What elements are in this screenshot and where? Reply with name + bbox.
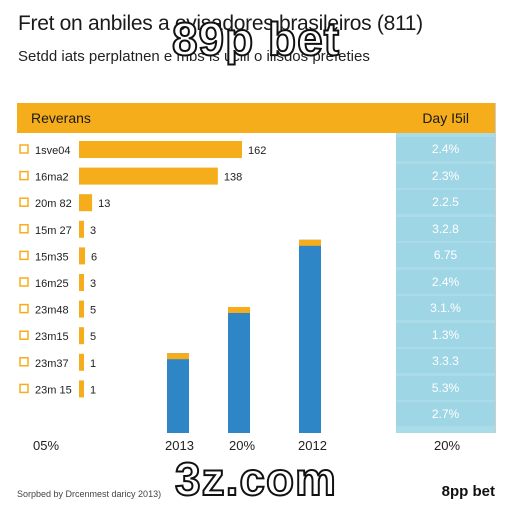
row-marker-icon (20, 358, 28, 366)
bar (79, 380, 84, 397)
bar (79, 301, 84, 318)
bar-value-label: 6 (91, 251, 97, 263)
bar (79, 141, 242, 158)
bar-value-label: 5 (90, 331, 96, 343)
watermark-top: 89p bet (0, 12, 512, 66)
bar (79, 168, 218, 185)
row-marker-icon (20, 198, 28, 206)
row-marker-icon (20, 225, 28, 233)
category-label: 1sve04 (35, 145, 70, 157)
bar (79, 274, 84, 291)
chart-panel: Reverans Day I5il 2.4% 2.3% 2.2.5 3.2.8 6.75… (17, 103, 496, 433)
header-left-label: Reverans (31, 110, 91, 126)
bar (79, 221, 84, 238)
category-label: 23m15 (35, 331, 69, 343)
right-value-cell: 3.2.8 (396, 217, 495, 241)
x-tick-label: 20% (434, 438, 460, 453)
category-label: 16ma2 (35, 172, 69, 184)
row-marker-icon (20, 278, 28, 286)
right-value-column: 2.4% 2.3% 2.2.5 3.2.8 6.75 2.4% 3.1.% 1.3% 3.3.3… (396, 133, 495, 433)
category-label: 23m48 (35, 305, 69, 317)
x-tick-label: 05% (33, 438, 59, 453)
column-cap (299, 240, 321, 246)
category-label: 15m 27 (35, 225, 72, 237)
right-value-cell: 3.1.% (396, 296, 495, 320)
right-value-cell: 2.4% (396, 137, 495, 161)
bar-value-label: 1 (90, 384, 96, 396)
bar-value-label: 3 (90, 225, 96, 237)
category-label: 15m35 (35, 251, 69, 263)
category-label: 23m37 (35, 358, 69, 370)
row-marker-icon (20, 145, 28, 153)
row-marker-icon (20, 251, 28, 259)
bar-value-label: 138 (224, 172, 242, 184)
column-cap (228, 307, 250, 313)
bar (79, 247, 85, 264)
category-label: 20m 82 (35, 198, 72, 210)
header-bar: Reverans Day I5il (17, 103, 495, 133)
brand-logo: 8pp bet (442, 483, 495, 500)
bar-value-label: 3 (90, 278, 96, 290)
bar-value-label: 5 (90, 305, 96, 317)
watermark-bottom: 3z.com (0, 452, 512, 506)
right-value-cell: 2.7% (396, 402, 495, 426)
x-tick-label: 20% (229, 438, 255, 453)
header-right-label: Day I5il (422, 110, 469, 126)
right-value-cell: 2.2.5 (396, 190, 495, 214)
x-tick-label: 2012 (298, 438, 327, 453)
category-label: 23m 15 (35, 384, 72, 396)
column-cap (167, 353, 189, 359)
right-value-cell: 6.75 (396, 243, 495, 267)
row-marker-icon (20, 305, 28, 313)
bar-value-label: 1 (90, 358, 96, 370)
bar-value-label: 13 (98, 198, 110, 210)
right-value-cell: 2.4% (396, 270, 495, 294)
right-value-cell: 2.3% (396, 164, 495, 188)
right-value-cell: 1.3% (396, 323, 495, 347)
x-tick-label: 2013 (165, 438, 194, 453)
row-marker-icon (20, 172, 28, 180)
right-value-cell: 5.3% (396, 376, 495, 400)
column-bar (299, 240, 321, 433)
row-marker-icon (20, 331, 28, 339)
row-marker-icon (20, 384, 28, 392)
right-value-cell: 3.3.3 (396, 349, 495, 373)
bar (79, 194, 92, 211)
bar (79, 327, 84, 344)
bar-value-label: 162 (248, 145, 266, 157)
column-bar (228, 307, 250, 433)
column-bar (167, 353, 189, 433)
bar (79, 354, 84, 371)
category-label: 16m25 (35, 278, 69, 290)
